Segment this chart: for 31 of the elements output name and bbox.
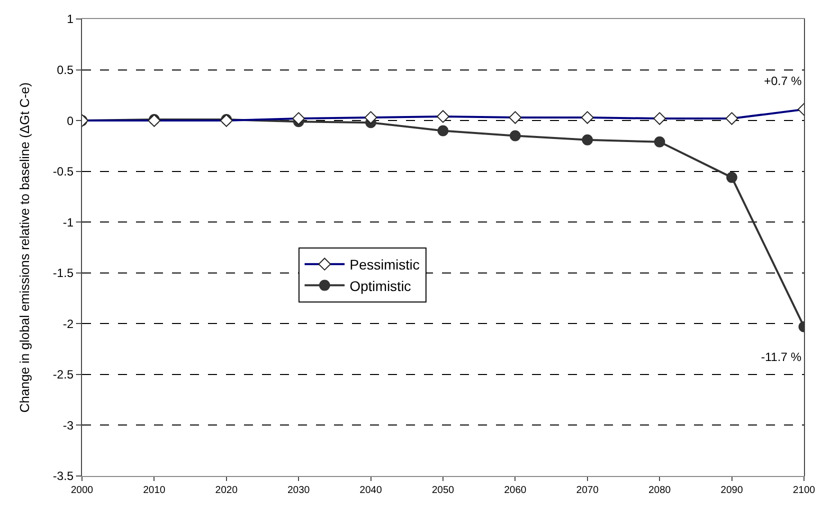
y-tick-label: 0.5 [56, 62, 74, 77]
legend-label: Optimistic [350, 278, 412, 294]
x-tick-label: 2050 [432, 485, 455, 496]
point [582, 134, 593, 146]
point [726, 172, 738, 183]
y-tick-label: -2.5 [52, 368, 74, 382]
x-tick-label: 2030 [287, 485, 310, 496]
y-tick-label: -3.5 [52, 469, 74, 484]
x-tick-label: 2000 [70, 485, 94, 496]
y-tick-label: 0 [66, 114, 74, 128]
x-tick-label: 2060 [504, 485, 527, 496]
y-tick-label: -3 [62, 418, 74, 432]
legend-label: Pessimistic [350, 256, 420, 273]
annotation: +0.7 % [764, 74, 802, 88]
y-axis-title: Change in global emissions relative to baseline (ΔGt C-e) [16, 82, 32, 413]
x-tick-label: 2020 [215, 485, 238, 496]
y-tick-label: -1 [62, 215, 74, 230]
x-tick-label: 2080 [648, 485, 672, 496]
y-tick-label: -1.5 [52, 266, 74, 280]
x-tick-label: 2090 [720, 485, 744, 496]
point [510, 130, 521, 142]
x-tick-label: 2070 [576, 485, 599, 496]
x-tick-label: 2010 [143, 485, 166, 496]
x-tick-label: 2040 [360, 485, 382, 496]
y-tick-label: 1 [66, 12, 74, 26]
annotation: -11.7 % [761, 350, 802, 364]
y-tick-label: -0.5 [52, 164, 74, 179]
point [654, 136, 666, 148]
x-tick-label: 2100 [792, 485, 816, 496]
point [438, 125, 448, 136]
y-tick-label: -2 [62, 316, 74, 331]
